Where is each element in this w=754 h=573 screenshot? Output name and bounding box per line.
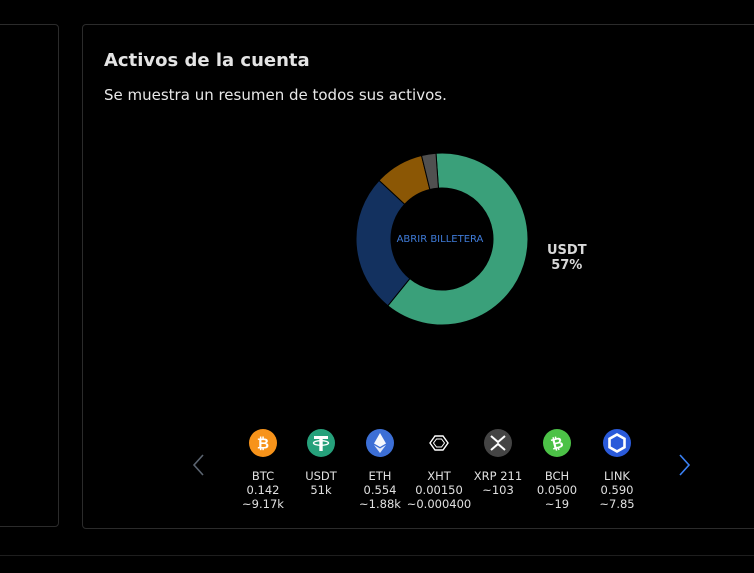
asset-amount: 0.142 bbox=[246, 483, 280, 497]
carousel-next-button[interactable] bbox=[675, 453, 695, 477]
asset-amount: 51k bbox=[310, 483, 332, 497]
asset-item-xrp[interactable]: XRP 211 ~103 bbox=[463, 428, 533, 497]
tether-icon bbox=[306, 428, 336, 458]
asset-value: ~0.000400 bbox=[406, 497, 472, 511]
bitcoin-cash-icon: ₿ bbox=[542, 428, 572, 458]
asset-amount: 0.00150 bbox=[415, 483, 463, 497]
card-subtitle: Se muestra un resumen de todos sus activ… bbox=[104, 86, 447, 104]
donut-highlight-label: USDT 57% bbox=[547, 243, 587, 273]
chainlink-icon bbox=[602, 428, 632, 458]
donut-segment-4 bbox=[420, 152, 439, 191]
asset-amount: 0.554 bbox=[363, 483, 397, 497]
ethereum-icon bbox=[365, 428, 395, 458]
bottom-divider bbox=[0, 555, 754, 556]
asset-item-bch[interactable]: ₿ BCH 0.0500 ~19 bbox=[522, 428, 592, 511]
asset-amount: 0.0500 bbox=[536, 483, 578, 497]
asset-symbol: USDT bbox=[305, 469, 337, 483]
asset-symbol: XRP 211 bbox=[473, 469, 523, 483]
account-assets-card bbox=[82, 24, 754, 529]
asset-item-link[interactable]: LINK 0.590 ~7.85 bbox=[582, 428, 652, 511]
asset-amount: ~103 bbox=[482, 483, 514, 497]
asset-symbol: XHT bbox=[427, 469, 451, 483]
chevron-left-icon bbox=[192, 454, 204, 476]
asset-amount: 0.590 bbox=[600, 483, 634, 497]
card-title: Activos de la cuenta bbox=[104, 50, 310, 71]
svg-text:₿: ₿ bbox=[257, 435, 269, 453]
donut-highlight-symbol: USDT bbox=[547, 243, 587, 258]
asset-value: ~1.88k bbox=[359, 497, 401, 511]
asset-symbol: ETH bbox=[368, 469, 392, 483]
svg-text:₿: ₿ bbox=[549, 433, 565, 454]
hollaex-icon bbox=[424, 428, 454, 458]
asset-item-eth[interactable]: ETH 0.554 ~1.88k bbox=[345, 428, 415, 511]
open-wallet-link[interactable]: ABRIR BILLETERA bbox=[396, 234, 484, 245]
bitcoin-icon: ₿ bbox=[248, 428, 278, 458]
asset-value: ~7.85 bbox=[599, 497, 635, 511]
asset-symbol: LINK bbox=[604, 469, 630, 483]
donut-segment-1 bbox=[387, 152, 528, 326]
asset-item-btc[interactable]: ₿ BTC 0.142 ~9.17k bbox=[228, 428, 298, 511]
xrp-icon bbox=[483, 428, 513, 458]
donut-highlight-percent: 57% bbox=[551, 258, 583, 273]
chevron-right-icon bbox=[679, 454, 691, 476]
asset-item-usdt[interactable]: USDT 51k bbox=[286, 428, 356, 497]
asset-symbol: BCH bbox=[544, 469, 570, 483]
carousel-prev-button[interactable] bbox=[189, 453, 209, 477]
left-panel bbox=[0, 24, 59, 527]
asset-item-xht[interactable]: XHT 0.00150 ~0.000400 bbox=[404, 428, 474, 511]
asset-value: ~19 bbox=[544, 497, 570, 511]
asset-value: ~9.17k bbox=[242, 497, 284, 511]
asset-symbol: BTC bbox=[251, 469, 275, 483]
assets-donut-chart bbox=[356, 152, 528, 326]
